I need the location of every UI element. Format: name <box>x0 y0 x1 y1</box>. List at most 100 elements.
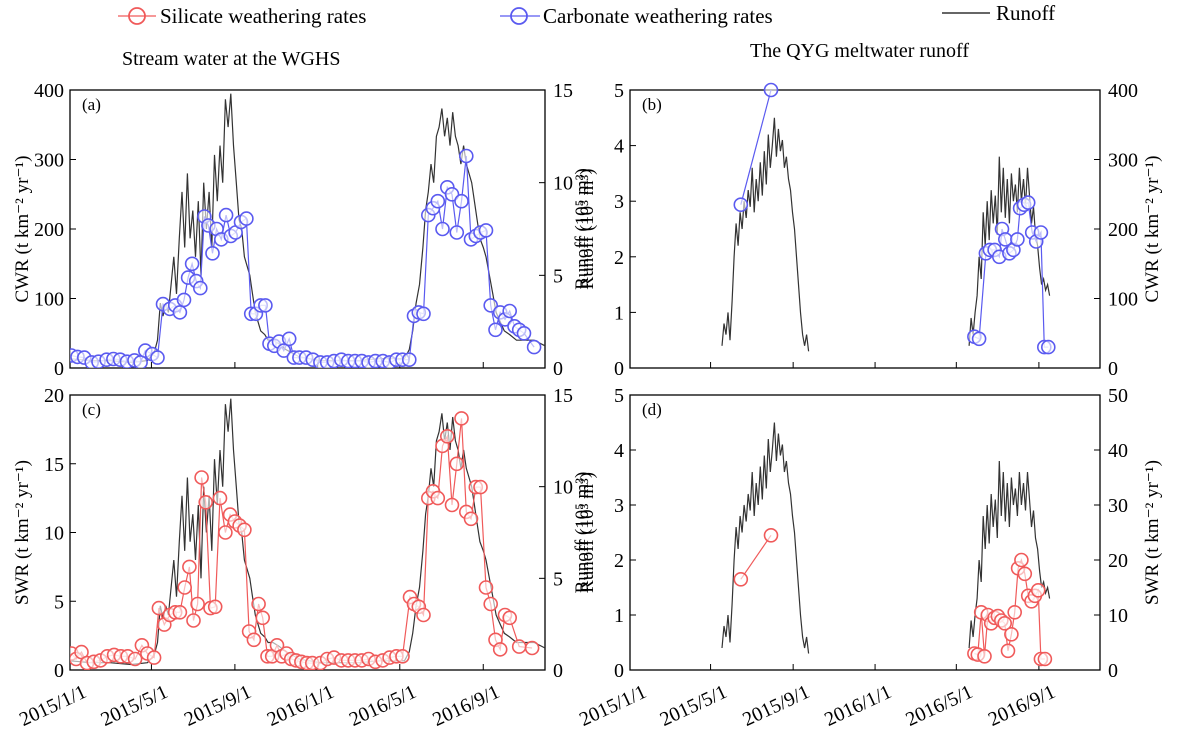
rate-point <box>733 197 749 212</box>
rate-series-line <box>71 155 535 364</box>
rate-point <box>184 256 200 272</box>
rate-point <box>212 490 228 506</box>
rate-point <box>502 303 518 319</box>
rate-point <box>439 428 455 444</box>
y-tick-label-left: 0 <box>614 358 624 380</box>
rate-point <box>449 456 465 472</box>
rate-point <box>193 280 208 296</box>
y-tick-label-left: 1 <box>614 605 624 627</box>
y-tick-label-left: 3 <box>614 191 624 213</box>
rate-series-line <box>740 89 772 205</box>
rate-point <box>763 82 779 98</box>
y-tick-label-left: 200 <box>34 219 64 241</box>
x-tick-label: 2015/5/1 <box>657 681 731 730</box>
legend-silicate-marker <box>128 7 146 25</box>
rate-point <box>997 615 1013 631</box>
y-tick-label-right: 0 <box>553 660 563 682</box>
runoff-line <box>721 117 810 352</box>
y-tick-label-left: 5 <box>614 80 624 102</box>
plot-area <box>70 398 545 670</box>
y-tick-label-left: 3 <box>614 495 624 517</box>
runoff-line <box>968 460 1051 649</box>
rate-point <box>1041 339 1056 355</box>
y-tick-label-right: 10 <box>1108 605 1128 627</box>
panel-label: (d) <box>642 400 662 419</box>
rate-point <box>150 350 165 365</box>
y-tick-label-right: 40 <box>1108 440 1128 462</box>
rate-point <box>255 610 271 626</box>
y-tick-label-right: 0 <box>1108 358 1118 380</box>
y-tick-label-left: 2 <box>614 550 624 572</box>
y-tick-label-left: 10 <box>44 523 64 545</box>
rate-point <box>1017 566 1033 582</box>
rate-point <box>1020 195 1036 210</box>
rate-point <box>1010 232 1025 247</box>
rate-point <box>1030 582 1046 598</box>
rate-point <box>172 604 188 620</box>
panel-c: (c) 0 5 10 15 20 0 5 10 15 SWR (t km⁻² yr⁻¹) Runoff… <box>12 385 598 730</box>
rate-point <box>146 650 162 665</box>
rate-point <box>1004 626 1019 642</box>
rate-point <box>258 298 273 313</box>
rate-point <box>246 632 262 648</box>
rate-point <box>430 193 446 209</box>
rate-series-line <box>974 201 1049 348</box>
rate-point <box>733 571 749 587</box>
runoff-line <box>70 398 545 666</box>
rate-point <box>151 600 167 616</box>
rate-point <box>172 305 188 320</box>
x-tick-label: 2015/1/1 <box>576 681 650 730</box>
rate-point <box>526 339 542 355</box>
rate-point <box>198 494 213 510</box>
y-tick-label-left: 0 <box>54 358 64 380</box>
y-tick-label-left: 5 <box>54 591 64 613</box>
rate-point <box>176 292 192 308</box>
rate-point <box>473 479 488 495</box>
rate-point <box>524 640 540 656</box>
x-tick-label: 2016/5/1 <box>902 681 976 730</box>
panel-a: (a) 0 100 200 300 400 0 5 10 15 CWR (t km⁻² yr⁻¹) R… <box>12 80 598 380</box>
y-tick-label-right: 300 <box>1108 150 1138 172</box>
y-tick-label-left: 15 <box>44 454 64 476</box>
rate-point <box>444 497 460 513</box>
rate-point <box>971 331 987 347</box>
y-tick-label-right: 100 <box>1108 289 1138 311</box>
rate-point <box>186 613 201 628</box>
rate-point <box>1000 643 1016 659</box>
rate-series-line <box>70 418 533 664</box>
y-tick-label-left: 1 <box>614 302 624 324</box>
y-tick-label-right: 400 <box>1108 80 1138 102</box>
rate-point <box>1037 651 1053 667</box>
y-tick-label-left: 300 <box>34 150 64 172</box>
plot-frame <box>629 394 1101 671</box>
y-axis-title-left: Runoff (10⁵ m³) <box>572 168 593 290</box>
plot-area <box>721 422 1053 667</box>
y-tick-label-right: 15 <box>553 385 573 407</box>
runoff-line <box>70 93 545 364</box>
x-tick-label: 2016/1/1 <box>264 681 338 730</box>
legend-runoff: Runoff <box>942 1 1055 25</box>
panel-label: (c) <box>82 400 101 419</box>
y-axis-title-right: CWR (t km⁻² yr⁻¹) <box>1142 155 1163 302</box>
plot-area <box>721 82 1056 355</box>
rate-point <box>207 599 223 615</box>
rate-point <box>492 642 508 657</box>
x-tick-label: 2016/9/1 <box>985 681 1059 730</box>
y-tick-label-left: 0 <box>614 660 624 682</box>
rate-point <box>763 527 779 543</box>
rate-point <box>395 648 410 664</box>
rate-point <box>401 352 417 368</box>
x-tick-label: 2015/9/1 <box>181 681 255 730</box>
rate-point <box>218 207 234 223</box>
y-tick-label-right: 30 <box>1108 495 1128 517</box>
y-tick-label-right: 50 <box>1108 385 1128 407</box>
runoff-line <box>721 422 810 654</box>
rate-point <box>488 322 503 338</box>
rate-point <box>478 223 494 238</box>
y-tick-label-left: 2 <box>614 247 624 269</box>
y-axis-title-left: CWR (t km⁻² yr⁻¹) <box>12 155 33 302</box>
legend-silicate-label: Silicate weathering rates <box>160 4 366 28</box>
rate-point <box>182 559 197 575</box>
